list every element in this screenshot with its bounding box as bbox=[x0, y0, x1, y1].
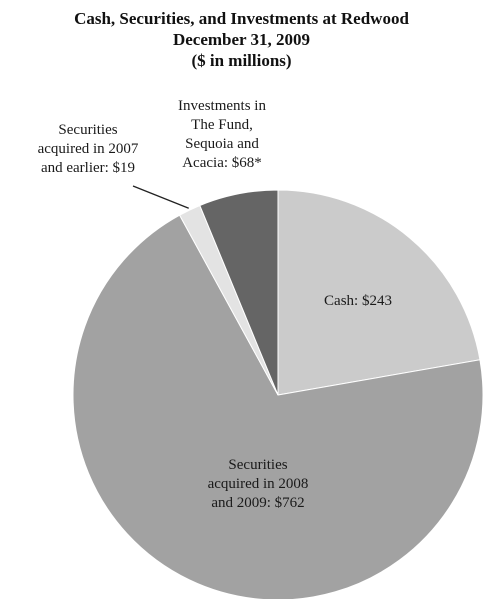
chart-title-line-1: Cash, Securities, and Investments at Red… bbox=[74, 9, 409, 28]
slice-label-line: Securities bbox=[58, 122, 117, 138]
slice-label-line: The Fund, bbox=[191, 117, 253, 133]
chart-title-line-2: December 31, 2009 bbox=[172, 30, 311, 49]
slice-label-line: acquired in 2008 bbox=[208, 476, 309, 492]
slice-label-line: Acacia: $68* bbox=[182, 155, 262, 171]
slice-label-line: Cash: $243 bbox=[324, 293, 392, 309]
pie-slice-1 bbox=[277, 189, 481, 396]
slice-label-line: and 2009: $762 bbox=[211, 495, 304, 511]
slice-label-line: Sequoia and bbox=[185, 136, 259, 152]
slice-label-line: Securities bbox=[228, 457, 287, 473]
slice-label-3: Securities acquired in 2007 and earlier: $… bbox=[38, 122, 139, 176]
slice-label-line: and earlier: $19 bbox=[41, 160, 135, 176]
slice-label-line: Investments in bbox=[178, 98, 266, 114]
chart-title: Cash, Securities, and Investments at Red… bbox=[0, 8, 483, 71]
chart-title-line-3: ($ in millions) bbox=[191, 51, 292, 70]
slice-label-1: Cash: $243 bbox=[324, 293, 392, 309]
pie-slice-2 bbox=[72, 214, 483, 599]
slice-label-4: Investments in The Fund, Sequoia and Acacia… bbox=[178, 98, 266, 171]
pie-slice-4 bbox=[199, 189, 279, 396]
leader-line bbox=[132, 185, 189, 209]
slice-label-line: acquired in 2007 bbox=[38, 141, 139, 157]
slice-label-2: Securities acquired in 2008 and 2009: $762 bbox=[208, 457, 309, 511]
